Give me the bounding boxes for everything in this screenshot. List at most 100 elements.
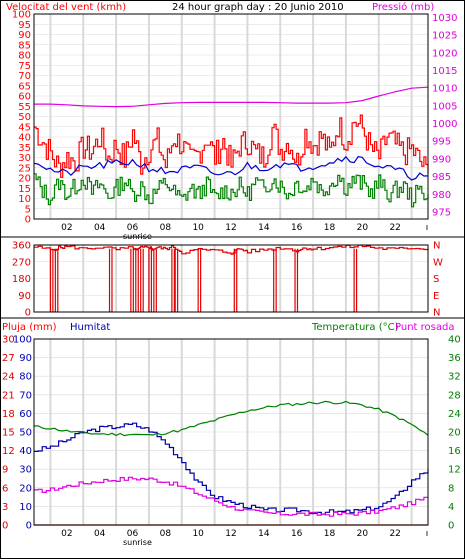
y-tick-label-direction: 90 bbox=[18, 291, 31, 302]
compass-label: W bbox=[433, 257, 443, 268]
y-tick-label-temperature: 4 bbox=[448, 502, 454, 513]
x-tick-label: 16 bbox=[291, 223, 303, 233]
y-tick-label-humidity: 100 bbox=[13, 335, 32, 346]
x-tick-label: 16 bbox=[291, 529, 303, 539]
series-dewpoint bbox=[34, 476, 429, 517]
compass-label: E bbox=[433, 291, 439, 302]
y-tick-label-rain: 6 bbox=[2, 483, 8, 494]
series-pressure bbox=[34, 86, 429, 108]
x-tick-label: 12 bbox=[225, 529, 236, 539]
plot-frame bbox=[33, 13, 429, 220]
temperature-axis-title: Temperatura (°C) bbox=[311, 322, 399, 333]
sunrise-label: sunrise bbox=[123, 538, 152, 547]
y-tick-label-pressure: 1015 bbox=[432, 66, 457, 77]
x-tick-label: 02 bbox=[61, 529, 72, 539]
plot-frame bbox=[33, 244, 429, 313]
y-tick-label-wind: 60 bbox=[18, 92, 31, 103]
y-tick-label-direction: 270 bbox=[12, 257, 31, 268]
y-tick-label-humidity: 0 bbox=[26, 521, 32, 532]
x-tick-label: 14 bbox=[258, 223, 270, 233]
x-tick-label: 08 bbox=[160, 223, 172, 233]
y-tick-label-pressure: 1030 bbox=[432, 13, 457, 24]
y-tick-label-humidity: 60 bbox=[19, 409, 32, 420]
y-tick-label-wind: 65 bbox=[18, 81, 31, 92]
y-tick-label-wind: 100 bbox=[12, 10, 31, 21]
y-tick-label-wind: 70 bbox=[18, 71, 31, 82]
y-tick-label-humidity: 70 bbox=[19, 390, 32, 401]
y-tick-label-wind: 55 bbox=[18, 102, 31, 113]
plot-frame bbox=[33, 338, 429, 526]
y-tick-label-humidity: 40 bbox=[19, 446, 32, 457]
x-tick-label: 20 bbox=[357, 529, 369, 539]
y-tick-label-humidity: 20 bbox=[19, 483, 32, 494]
y-tick-label-temperature: 40 bbox=[448, 335, 461, 346]
series-wind-avg bbox=[33, 155, 429, 181]
x-tick-label: 08 bbox=[160, 529, 172, 539]
x-tick-label: 18 bbox=[324, 529, 336, 539]
y-tick-label-wind: 20 bbox=[18, 174, 31, 185]
y-tick-label-temperature: 12 bbox=[448, 465, 461, 476]
x-tick-label: 18 bbox=[324, 223, 336, 233]
compass-label: N bbox=[433, 308, 440, 319]
x-tick-label: 10 bbox=[192, 529, 204, 539]
y-tick-label-wind: 85 bbox=[18, 40, 31, 51]
x-tick-label: 02 bbox=[61, 223, 72, 233]
y-tick-label-temperature: 28 bbox=[448, 390, 461, 401]
y-tick-label-rain: 15 bbox=[2, 428, 15, 439]
y-tick-label-rain: 12 bbox=[2, 446, 15, 457]
y-tick-label-rain: 0 bbox=[2, 521, 8, 532]
y-tick-label-rain: 21 bbox=[2, 390, 15, 401]
compass-label: S bbox=[433, 274, 439, 285]
y-tick-label-humidity: 80 bbox=[19, 372, 32, 383]
y-tick-label-pressure: 1010 bbox=[432, 84, 457, 95]
x-end-tick: ı bbox=[426, 223, 429, 233]
series-wind-direction bbox=[34, 244, 429, 255]
y-tick-label-temperature: 20 bbox=[448, 428, 461, 439]
y-tick-label-direction: 180 bbox=[12, 274, 31, 285]
y-tick-label-wind: 10 bbox=[18, 194, 31, 205]
wind-axis-title: Velocitat del vent (kmh) bbox=[6, 2, 126, 13]
y-tick-label-wind: 30 bbox=[18, 153, 31, 164]
x-tick-label: 22 bbox=[389, 529, 400, 539]
y-tick-label-wind: 15 bbox=[18, 184, 31, 195]
y-tick-label-wind: 90 bbox=[18, 30, 31, 41]
y-tick-label-rain: 9 bbox=[2, 465, 8, 476]
y-tick-label-wind: 5 bbox=[25, 204, 31, 215]
y-tick-label-pressure: 995 bbox=[432, 137, 451, 148]
y-tick-label-wind: 0 bbox=[25, 215, 31, 226]
wind-pressure-panel: 0510152025303540455055606570758085909510… bbox=[0, 10, 465, 241]
y-tick-label-pressure: 1025 bbox=[432, 31, 457, 42]
series-temperature bbox=[33, 400, 429, 437]
y-tick-label-humidity: 50 bbox=[19, 428, 32, 439]
y-tick-label-wind: 35 bbox=[18, 143, 31, 154]
rain-axis-title: Pluja (mm) bbox=[2, 322, 57, 333]
y-tick-label-pressure: 985 bbox=[432, 172, 451, 183]
chart-title: 24 hour graph day : 20 Junio 2010 bbox=[172, 2, 344, 13]
y-tick-label-rain: 24 bbox=[2, 372, 15, 383]
y-tick-label-wind: 95 bbox=[18, 20, 31, 31]
y-tick-label-direction: 360 bbox=[12, 241, 31, 252]
humidity-axis-title: Humitat bbox=[70, 322, 110, 333]
y-tick-label-rain: 27 bbox=[2, 353, 15, 364]
y-tick-label-pressure: 1000 bbox=[432, 119, 457, 130]
y-tick-label-rain: 18 bbox=[2, 409, 15, 420]
y-tick-label-pressure: 1005 bbox=[432, 101, 457, 112]
y-tick-label-pressure: 1020 bbox=[432, 48, 457, 59]
x-tick-label: 04 bbox=[94, 529, 106, 539]
series-wind-gust bbox=[34, 114, 429, 178]
compass-label: N bbox=[433, 241, 440, 252]
y-tick-label-pressure: 980 bbox=[432, 190, 451, 201]
x-tick-label: 12 bbox=[225, 223, 236, 233]
y-tick-label-wind: 40 bbox=[18, 133, 31, 144]
y-tick-label-temperature: 0 bbox=[448, 521, 454, 532]
y-tick-label-wind: 25 bbox=[18, 163, 31, 174]
y-tick-label-wind: 75 bbox=[18, 61, 31, 72]
y-tick-label-temperature: 36 bbox=[448, 353, 461, 364]
x-tick-label: 10 bbox=[192, 223, 204, 233]
x-end-tick: ı bbox=[426, 529, 429, 539]
dewpoint-axis-title: Punt rosada bbox=[395, 322, 454, 333]
y-tick-label-temperature: 24 bbox=[448, 409, 461, 420]
y-tick-label-temperature: 16 bbox=[448, 446, 461, 457]
x-tick-label: 14 bbox=[258, 529, 270, 539]
